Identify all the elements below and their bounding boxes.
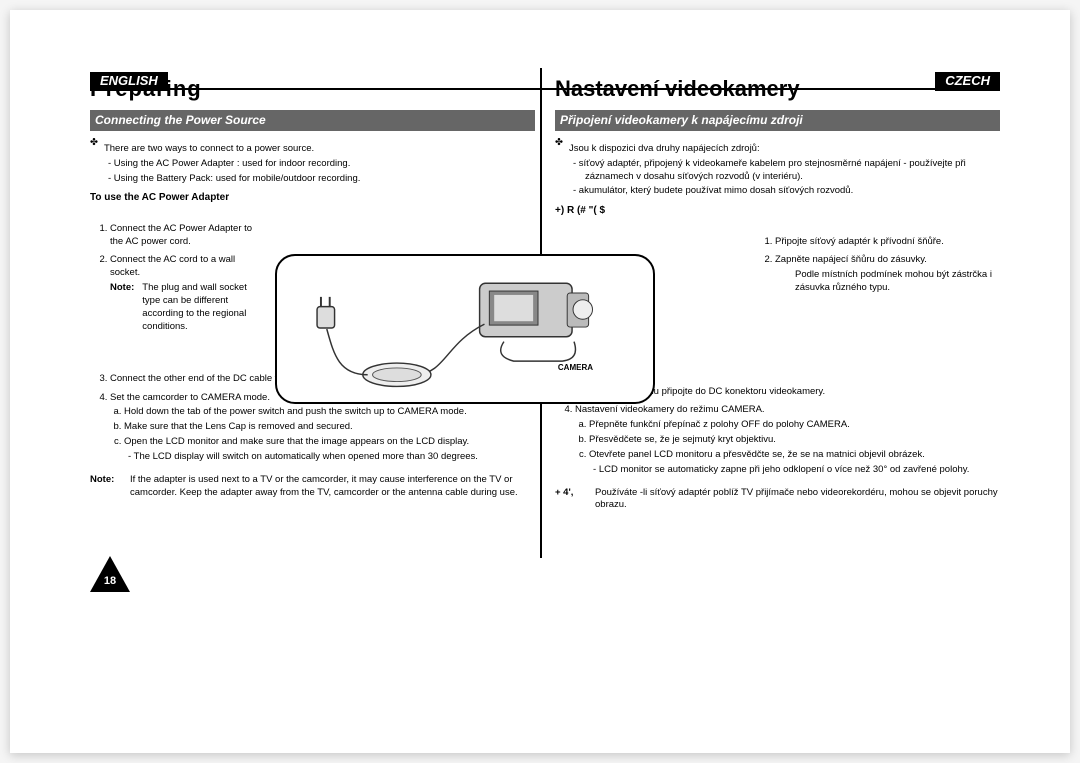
intro-text: Jsou k dispozici dva druhy napájecích zd…	[569, 143, 760, 154]
subheading-english: Connecting the Power Source	[90, 110, 535, 131]
top-rule	[90, 88, 1000, 90]
adapter-heading: To use the AC Power Adapter	[90, 191, 535, 205]
camcorder-icon	[480, 283, 593, 361]
camcorder-diagram: CAMERA	[275, 254, 655, 404]
adapter-icon	[363, 363, 431, 386]
subheading-czech: Připojení videokamery k napájecímu zdroj…	[555, 110, 1000, 131]
steps-top-cz: Připojte síťový adaptér k přívodní šňůře…	[775, 236, 1000, 295]
adapter-heading-cz: +) R (# "( $	[555, 204, 1000, 218]
bullet-lead: ✤	[90, 137, 98, 185]
camera-label: CAMERA	[558, 363, 593, 372]
page-number: 18	[104, 575, 116, 587]
bullet-lead: ✤	[555, 137, 563, 198]
manual-page: ENGLISH CZECH Preparing Connecting the P…	[10, 10, 1070, 753]
lang-label-english: ENGLISH	[90, 72, 168, 91]
lang-label-czech: CZECH	[935, 72, 1000, 91]
plug-icon	[317, 297, 335, 328]
intro-text: There are two ways to connect to a power…	[104, 143, 314, 154]
intro-bullets: Using the AC Power Adapter : used for in…	[120, 158, 535, 186]
cable-icon	[416, 324, 484, 375]
intro-bullets: síťový adaptér, připojený k videokameře …	[585, 158, 1000, 198]
steps-top: Connect the AC Power Adapter to the AC p…	[110, 223, 260, 334]
cord-icon	[327, 329, 368, 375]
